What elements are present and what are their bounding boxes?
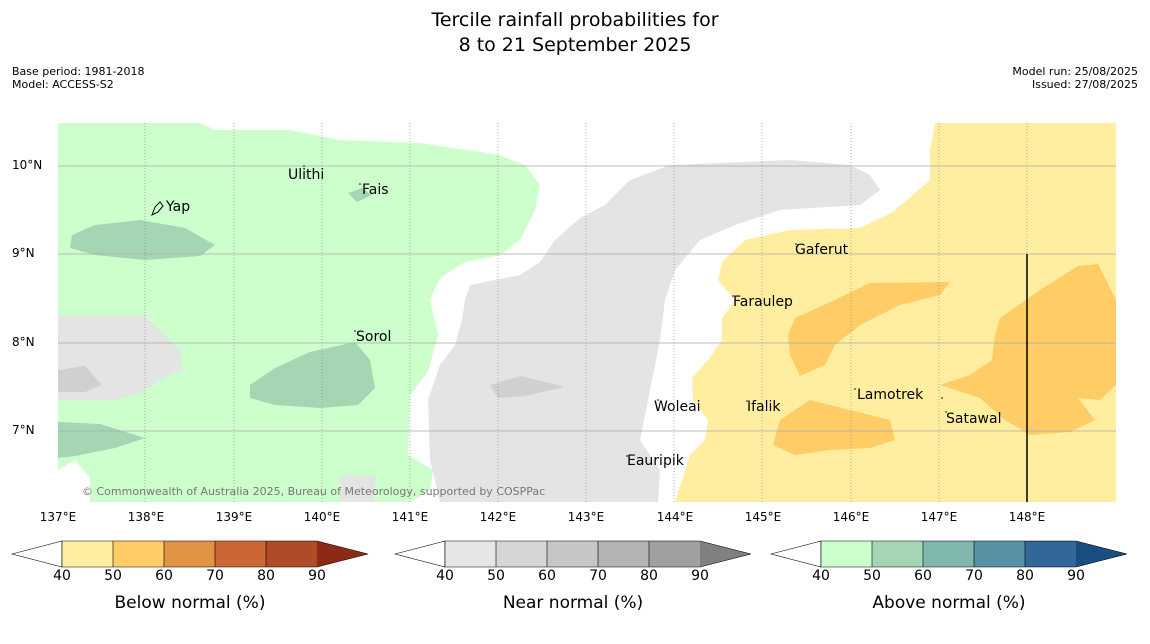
swatch-below-50	[113, 541, 164, 567]
above-normal-title: Above normal (%)	[872, 593, 1026, 613]
below-tick-40: 40	[53, 568, 71, 584]
swatch-near-70	[598, 541, 649, 567]
below-tick-90: 90	[308, 568, 326, 584]
swatch-above-50	[872, 541, 923, 567]
swatch-below-60	[164, 541, 215, 567]
below-50-patch-east	[940, 264, 1116, 435]
place-eauripik: Eauripik	[627, 453, 684, 469]
lon-label-147e: 147°E	[920, 510, 958, 524]
below-normal-title: Below normal (%)	[114, 593, 266, 613]
lat-label-9n: 9°N	[12, 246, 35, 260]
below-tick-60: 60	[155, 568, 173, 584]
lon-label-138e: 138°E	[127, 510, 165, 524]
near-tick-70: 70	[589, 568, 607, 584]
gridlines	[58, 123, 1116, 502]
near-normal-patch-south	[340, 476, 375, 502]
swatch-above-80	[1025, 541, 1076, 567]
lon-label-148e: 148°E	[1008, 510, 1046, 524]
swatch-above-60	[923, 541, 974, 567]
colorbar-below	[10, 540, 369, 568]
copyright-notice: © Commonwealth of Australia 2025, Bureau…	[82, 485, 546, 498]
near-tick-50: 50	[487, 568, 505, 584]
swatch-above-40	[821, 541, 872, 567]
above-50-patch-yap	[70, 220, 215, 260]
title-line-2: 8 to 21 September 2025	[458, 34, 692, 56]
meta-right: Model run: 25/08/2025 Issued: 27/08/2025	[1012, 65, 1138, 91]
lon-label-137e: 137°E	[39, 510, 77, 524]
above-tick-70: 70	[965, 568, 983, 584]
swatch-above-90	[1076, 541, 1127, 567]
place-gaferut: Gaferut	[795, 242, 849, 258]
swatch-near-40	[445, 541, 496, 567]
lon-label-145e: 145°E	[744, 510, 782, 524]
below-tick-70: 70	[206, 568, 224, 584]
swatch-above-70	[974, 541, 1025, 567]
lon-label-140e: 140°E	[303, 510, 341, 524]
issued-date: Issued: 27/08/2025	[1031, 78, 1138, 91]
swatch-near-50	[496, 541, 547, 567]
lon-label-144e: 144°E	[656, 510, 694, 524]
above-50-patch-sorol	[250, 342, 375, 408]
swatch-below-70	[215, 541, 266, 567]
title-line-1: Tercile rainfall probabilities for	[431, 9, 719, 31]
place-lamotrek: Lamotrek	[857, 387, 924, 403]
meta-left: Base period: 1981-2018 Model: ACCESS-S2	[12, 65, 144, 91]
near-normal-region	[428, 160, 880, 502]
above-normal-region	[58, 123, 540, 502]
place-sorol: Sorol	[356, 329, 392, 345]
model-run: Model run: 25/08/2025	[1012, 65, 1138, 78]
swatch-below-90	[317, 541, 368, 567]
lon-label-143e: 143°E	[567, 510, 605, 524]
colorbar-above	[769, 540, 1128, 568]
place-satawal: Satawal	[946, 411, 1002, 427]
above-tick-80: 80	[1016, 568, 1034, 584]
near-tick-90: 90	[691, 568, 709, 584]
place-woleai: Woleai	[654, 399, 701, 415]
below-tick-50: 50	[104, 568, 122, 584]
below-50-patch-south	[773, 400, 895, 455]
above-tick-50: 50	[863, 568, 881, 584]
yap-island	[151, 201, 164, 217]
lat-label-8n: 8°N	[12, 335, 35, 349]
lon-label-139e: 139°E	[215, 510, 253, 524]
place-yap: Yap	[166, 199, 191, 215]
lon-label-146e: 146°E	[832, 510, 870, 524]
above-tick-40: 40	[812, 568, 830, 584]
model-name: Model: ACCESS-S2	[12, 78, 114, 91]
swatch-near-90	[700, 541, 751, 567]
below-50-patch-north	[788, 282, 950, 376]
place-fais: Fais	[362, 182, 389, 198]
place-ulithi: Ulithi	[288, 167, 325, 183]
map-title: Tercile rainfall probabilities for 8 to …	[0, 8, 1150, 58]
island-dots	[303, 165, 947, 457]
base-period: Base period: 1981-2018	[12, 65, 145, 78]
lat-label-10n: 10°N	[12, 158, 43, 172]
place-ifalik: Ifalik	[747, 399, 781, 415]
near-tick-80: 80	[640, 568, 658, 584]
place-faraulep: Faraulep	[733, 294, 793, 310]
swatch-below-80	[266, 541, 317, 567]
swatch-near-80	[649, 541, 700, 567]
swatch-near-60	[547, 541, 598, 567]
swatch-below-40	[62, 541, 113, 567]
near-tick-40: 40	[436, 568, 454, 584]
above-tick-60: 60	[914, 568, 932, 584]
above-tick-90: 90	[1067, 568, 1085, 584]
lat-label-7n: 7°N	[12, 423, 35, 437]
near-tick-60: 60	[538, 568, 556, 584]
colorbar-near	[393, 540, 752, 568]
near-normal-title: Near normal (%)	[502, 593, 644, 613]
lon-label-142e: 142°E	[479, 510, 517, 524]
lon-label-141e: 141°E	[391, 510, 429, 524]
below-tick-80: 80	[257, 568, 275, 584]
